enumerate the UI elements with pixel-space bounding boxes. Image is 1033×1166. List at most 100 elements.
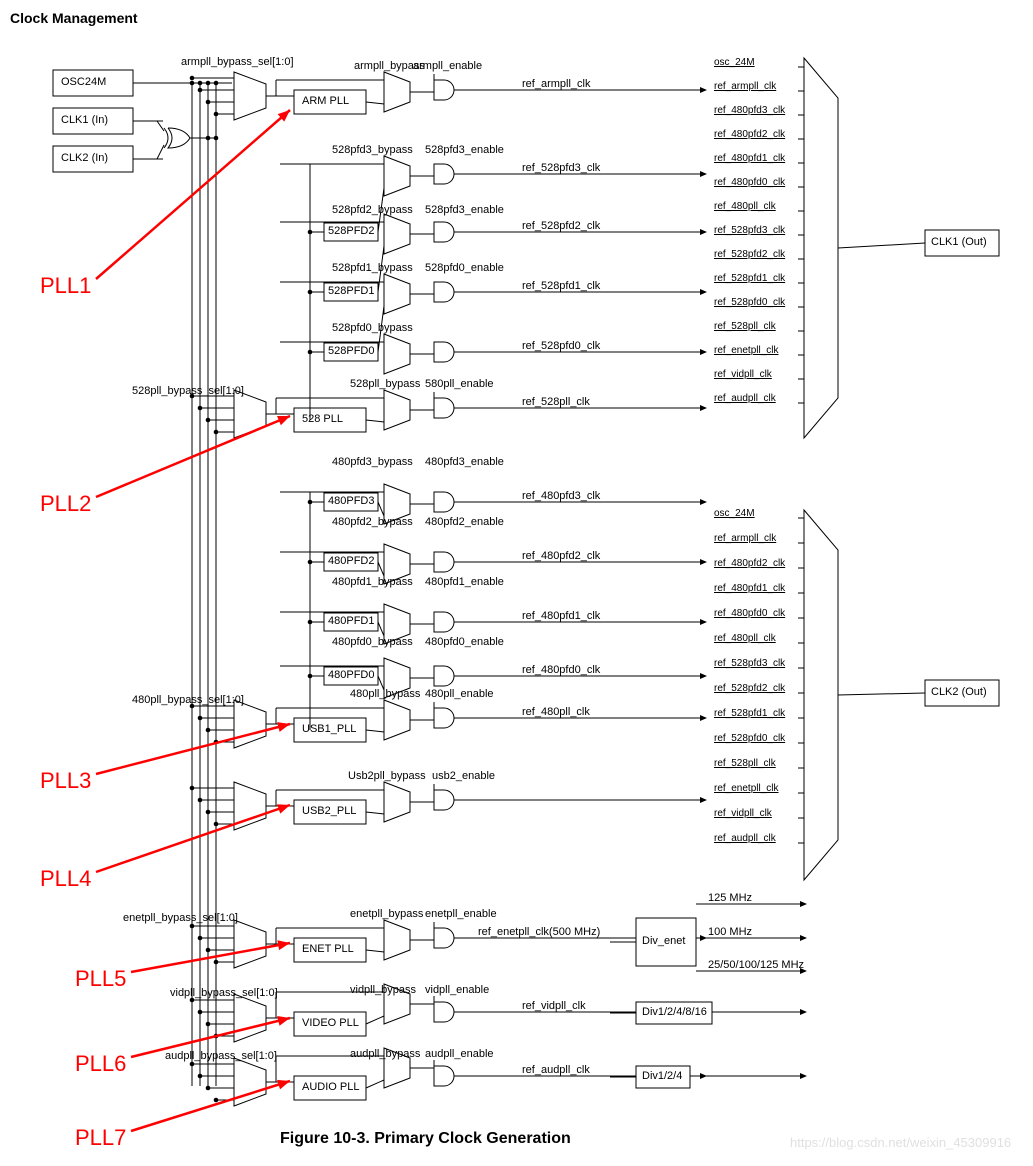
pfd-bypass: 528pfd2_bypass [332, 204, 413, 216]
clk-out-box: CLK1 (Out) [931, 236, 987, 248]
input-box-clk1-in-: CLK1 (In) [61, 114, 108, 126]
bigmux-signal: ref_480pfd2_clk [714, 129, 785, 140]
mux-sel-label: vidpll_bypass_sel[1:0] [170, 987, 278, 999]
bypass-label: 480pll_bypass [350, 688, 420, 700]
pfd-box-528pfd0: 528PFD0 [328, 345, 374, 357]
pfd-out: ref_528pfd3_clk [522, 162, 600, 174]
out-label: ref_armpll_clk [522, 78, 590, 90]
pll-annotation-pll6: PLL6 [75, 1051, 126, 1077]
bigmux-signal: ref_enetpll_clk [714, 783, 778, 794]
pfd-enable: 480pfd1_enable [425, 576, 504, 588]
bigmux-signal: osc_24M [714, 57, 755, 68]
pll-box-usb1_pll: USB1_PLL [302, 723, 356, 735]
bigmux-signal: ref_528pll_clk [714, 321, 776, 332]
pll-box-usb2_pll: USB2_PLL [302, 805, 356, 817]
mux-sel-label: 480pll_bypass_sel[1:0] [132, 694, 244, 706]
bigmux-signal: ref_528pfd3_clk [714, 658, 785, 669]
pfd-out: ref_528pfd1_clk [522, 280, 600, 292]
enable-label: audpll_enable [425, 1048, 494, 1060]
bigmux-signal: osc_24M [714, 508, 755, 519]
pfd-box-480pfd3: 480PFD3 [328, 495, 374, 507]
pll-box-528-pll: 528 PLL [302, 413, 343, 425]
div-box: Div1/2/4/8/16 [642, 1006, 707, 1018]
bigmux-signal: ref_480pfd1_clk [714, 153, 785, 164]
pfd-out: ref_480pfd2_clk [522, 550, 600, 562]
pfd-bypass: 480pfd0_bypass [332, 636, 413, 648]
div-box: Div_enet [642, 935, 685, 947]
out-label: ref_enetpll_clk(500 MHz) [478, 926, 600, 938]
bigmux-signal: ref_528pfd3_clk [714, 225, 785, 236]
pll-annotation-pll7: PLL7 [75, 1125, 126, 1151]
pfd-out: ref_480pfd0_clk [522, 664, 600, 676]
figure-caption: Figure 10-3. Primary Clock Generation [280, 1130, 571, 1148]
pll-annotation-pll1: PLL1 [40, 273, 91, 299]
pll-annotation-pll5: PLL5 [75, 966, 126, 992]
bigmux-signal: ref_528pfd2_clk [714, 683, 785, 694]
pfd-enable: 480pfd0_enable [425, 636, 504, 648]
pfd-box-480pfd0: 480PFD0 [328, 669, 374, 681]
bigmux-signal: ref_vidpll_clk [714, 369, 772, 380]
mux-sel-label: 528pll_bypass_sel[1:0] [132, 385, 244, 397]
pfd-bypass: 528pfd1_bypass [332, 262, 413, 274]
bigmux-signal: ref_audpll_clk [714, 833, 776, 844]
out-label: ref_audpll_clk [522, 1064, 590, 1076]
div-out: 25/50/100/125 MHz [708, 959, 804, 971]
bigmux-signal: ref_480pfd0_clk [714, 177, 785, 188]
pfd-enable: 480pfd3_enable [425, 456, 504, 468]
pfd-enable: 480pfd2_enable [425, 516, 504, 528]
pfd-out: ref_528pfd2_clk [522, 220, 600, 232]
out-label: ref_vidpll_clk [522, 1000, 586, 1012]
mux-sel-label: audpll_bypass_sel[1:0] [165, 1050, 277, 1062]
div-out: 100 MHz [708, 926, 752, 938]
pfd-enable: 528pfd3_enable [425, 204, 504, 216]
mux-sel-label: enetpll_bypass_sel[1:0] [123, 912, 238, 924]
bigmux-signal: ref_528pfd0_clk [714, 297, 785, 308]
bigmux-signal: ref_480pfd3_clk [714, 105, 785, 116]
mux-sel-label: armpll_bypass_sel[1:0] [181, 56, 294, 68]
bigmux-signal: ref_480pfd2_clk [714, 558, 785, 569]
pfd-out: ref_480pfd3_clk [522, 490, 600, 502]
pll-annotation-pll4: PLL4 [40, 866, 91, 892]
bigmux-signal: ref_480pll_clk [714, 633, 776, 644]
pfd-enable: 528pfd3_enable [425, 144, 504, 156]
bigmux-signal: ref_enetpll_clk [714, 345, 778, 356]
bigmux-signal: ref_armpll_clk [714, 533, 776, 544]
bigmux-signal: ref_audpll_clk [714, 393, 776, 404]
bigmux-signal: ref_528pfd1_clk [714, 708, 785, 719]
bigmux-signal: ref_vidpll_clk [714, 808, 772, 819]
pll-box-enet-pll: ENET PLL [302, 943, 354, 955]
bigmux-signal: ref_480pfd1_clk [714, 583, 785, 594]
diagram-svg [0, 0, 1033, 1166]
pfd-bypass: 480pfd2_bypass [332, 516, 413, 528]
enable-label: usb2_enable [432, 770, 495, 782]
pfd-enable: 528pfd0_enable [425, 262, 504, 274]
bypass-label: Usb2pll_bypass [348, 770, 426, 782]
pfd-box-528pfd2: 528PFD2 [328, 225, 374, 237]
div-out: 125 MHz [708, 892, 752, 904]
bigmux-signal: ref_480pfd0_clk [714, 608, 785, 619]
clk-out-box: CLK2 (Out) [931, 686, 987, 698]
bigmux-signal: ref_528pll_clk [714, 758, 776, 769]
enable-label: 580pll_enable [425, 378, 494, 390]
pfd-out: ref_528pfd0_clk [522, 340, 600, 352]
bypass-label: vidpll_bypass [350, 984, 416, 996]
enable-label: enetpll_enable [425, 908, 497, 920]
pll-annotation-pll2: PLL2 [40, 491, 91, 517]
bigmux-signal: ref_528pfd1_clk [714, 273, 785, 284]
bigmux-signal: ref_armpll_clk [714, 81, 776, 92]
bigmux-signal: ref_528pfd0_clk [714, 733, 785, 744]
pfd-box-480pfd2: 480PFD2 [328, 555, 374, 567]
pll-box-arm-pll: ARM PLL [302, 95, 349, 107]
bypass-label: 528pll_bypass [350, 378, 420, 390]
pll-box-video-pll: VIDEO PLL [302, 1017, 359, 1029]
pfd-out: ref_480pfd1_clk [522, 610, 600, 622]
watermark: https://blog.csdn.net/weixin_45309916 [790, 1135, 1011, 1150]
enable-label: vidpll_enable [425, 984, 489, 996]
bigmux-signal: ref_528pfd2_clk [714, 249, 785, 260]
diagram-root: Clock Management OSC24MCLK1 (In)CLK2 (In… [0, 0, 1033, 1166]
pfd-box-480pfd1: 480PFD1 [328, 615, 374, 627]
out-label: ref_528pll_clk [522, 396, 590, 408]
pfd-bypass: 528pfd3_bypass [332, 144, 413, 156]
pfd-bypass: 528pfd0_bypass [332, 322, 413, 334]
enable-label: 480pll_enable [425, 688, 494, 700]
